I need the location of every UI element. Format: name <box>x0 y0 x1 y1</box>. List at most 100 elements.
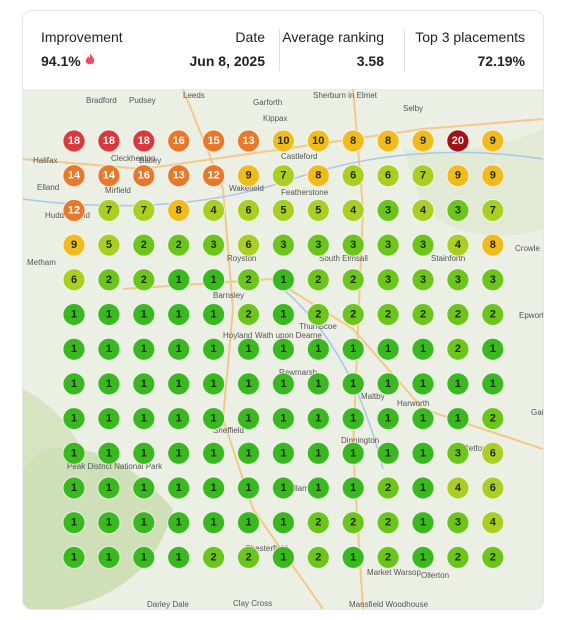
rank-pin <box>446 545 470 569</box>
rank-pin <box>97 476 121 500</box>
rank-pin <box>62 407 86 431</box>
rank-number: 3 <box>385 239 391 251</box>
rank-number: 1 <box>71 447 77 459</box>
rank-number: 5 <box>315 204 321 216</box>
map-place-label: Peak District National Park <box>67 462 163 471</box>
rank-number: 2 <box>141 274 147 286</box>
rank-number: 1 <box>350 482 356 494</box>
map-place-label: Wath upon Dearne <box>255 331 322 340</box>
map-place-label: Bradford <box>86 96 117 105</box>
rank-pin <box>306 441 330 465</box>
rank-number: 3 <box>420 239 426 251</box>
rank-number: 4 <box>211 204 218 216</box>
rank-pin <box>481 372 505 396</box>
rank-number: 1 <box>420 378 426 390</box>
rank-pin <box>202 129 226 153</box>
rank-pin <box>376 164 400 188</box>
stat-label: Top 3 placements <box>415 29 525 45</box>
rank-number: 1 <box>71 517 77 529</box>
rank-pin <box>271 476 295 500</box>
rank-pin <box>62 545 86 569</box>
rank-pin <box>167 476 191 500</box>
map-place-label: South Elmsall <box>319 254 368 263</box>
rank-number: 1 <box>71 309 77 321</box>
rank-pin <box>97 198 121 222</box>
rank-pin <box>97 129 121 153</box>
rank-number: 12 <box>68 204 80 216</box>
rank-number: 1 <box>350 343 356 355</box>
map-place-label: Sherburn in Elmet <box>313 91 378 100</box>
rank-pin <box>481 164 505 188</box>
stat-value: 72.19% <box>477 53 525 69</box>
rank-number: 1 <box>280 517 286 529</box>
rank-number: 1 <box>490 343 496 355</box>
rank-pin <box>376 198 400 222</box>
rank-number: 2 <box>455 309 461 321</box>
rank-pin <box>446 129 470 153</box>
rank-pin <box>306 407 330 431</box>
rank-number: 1 <box>455 378 461 390</box>
rank-number: 2 <box>490 551 496 563</box>
stat-value: 3.58 <box>356 53 384 69</box>
rank-pin <box>167 303 191 326</box>
rank-pin <box>481 233 505 257</box>
rank-number: 6 <box>350 170 356 182</box>
rank-number: 1 <box>280 482 286 494</box>
rank-number: 2 <box>245 309 251 321</box>
rank-pin <box>271 303 295 326</box>
rank-number: 1 <box>176 551 182 563</box>
map-place-label: Batley <box>139 156 161 165</box>
rank-number: 1 <box>490 378 496 390</box>
rank-number: 20 <box>452 135 464 147</box>
rank-number: 2 <box>211 551 217 563</box>
rank-pin <box>202 268 226 292</box>
rank-number: 1 <box>141 378 147 390</box>
rank-number: 18 <box>138 135 150 147</box>
rank-number: 1 <box>455 413 461 425</box>
map-place-label: Cleckheaton <box>111 154 155 163</box>
divider <box>279 29 280 71</box>
rank-number: 16 <box>138 170 150 182</box>
rank-number: 2 <box>245 551 251 563</box>
rank-pin <box>167 511 191 535</box>
rank-pin <box>376 233 400 257</box>
rank-number: 2 <box>315 551 321 563</box>
rank-pin <box>341 233 365 257</box>
rank-number: 2 <box>385 551 391 563</box>
rank-number: 15 <box>207 135 219 147</box>
stat: Date Jun 8, 2025 <box>190 29 266 69</box>
rank-number: 1 <box>71 343 77 355</box>
rank-pin <box>237 337 260 361</box>
map-place-label: Thurnscoe <box>299 322 337 331</box>
rank-number: 1 <box>106 378 112 390</box>
rank-pin <box>132 372 156 396</box>
rank-pin <box>341 407 365 431</box>
rank-pin <box>62 476 86 500</box>
rank-number: 6 <box>385 170 391 182</box>
rank-pin <box>167 407 191 431</box>
rank-pin <box>411 545 435 569</box>
stat-value: Jun 8, 2025 <box>189 53 266 69</box>
rank-pin <box>97 372 121 396</box>
map-place-label: Leeds <box>183 91 205 100</box>
map-place-label: Garforth <box>253 98 282 107</box>
rank-pin <box>62 337 86 361</box>
rank-pin <box>132 407 156 431</box>
stat-label: Average ranking <box>282 29 384 45</box>
rank-number: 16 <box>173 135 185 147</box>
rank-pin <box>237 441 260 465</box>
rank-pin <box>446 441 470 465</box>
rank-pin <box>62 164 86 188</box>
rank-pin <box>97 511 121 535</box>
rank-number: 9 <box>490 170 496 182</box>
rank-pin <box>411 164 435 188</box>
rank-number: 1 <box>245 343 251 355</box>
stat-label: Improvement <box>41 29 123 45</box>
rank-pin <box>306 198 330 222</box>
rank-pin <box>341 545 365 569</box>
rank-number: 7 <box>280 170 286 182</box>
rank-number: 1 <box>141 343 147 355</box>
rank-pin <box>167 233 191 257</box>
rank-pin <box>306 372 330 396</box>
rank-pin <box>167 164 191 188</box>
